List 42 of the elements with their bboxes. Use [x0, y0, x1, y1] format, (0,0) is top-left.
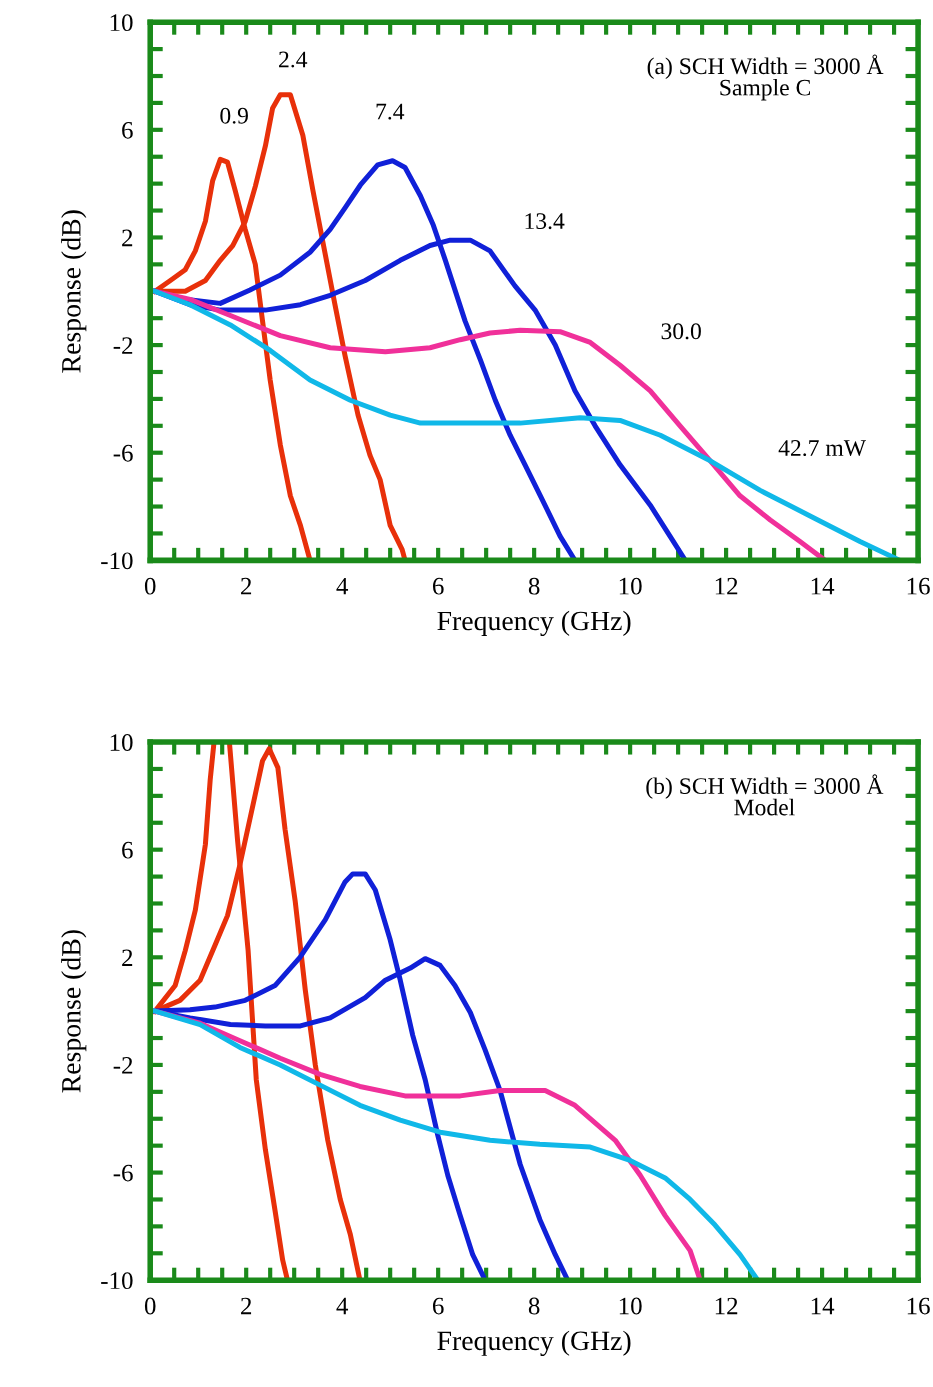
- x-axis-title: Frequency (GHz): [437, 1330, 631, 1356]
- x-tick-label: 14: [811, 577, 835, 595]
- y-tick-label: -10: [101, 552, 133, 570]
- x-tick-label: 12: [715, 577, 738, 595]
- y-tick-label: -6: [113, 444, 133, 462]
- x-tick-label: 6: [432, 1297, 444, 1315]
- x-tick-label: 16: [907, 1297, 930, 1315]
- annotation: 13.4: [525, 213, 565, 230]
- y-tick-label: 10: [110, 734, 133, 751]
- annotation: 30.0: [661, 323, 701, 340]
- x-tick-label: 2: [241, 1297, 252, 1315]
- annotation: 2.4: [279, 51, 308, 68]
- x-tick-label: 8: [528, 577, 540, 595]
- y-tick-label: -6: [113, 1164, 133, 1182]
- x-tick-label: 6: [432, 577, 444, 595]
- annotation: (b) SCH Width = 3000 Å Model: [646, 774, 884, 816]
- y-tick-label: 10: [110, 14, 133, 32]
- x-tick-label: 12: [715, 1297, 738, 1315]
- annotation: 7.4: [376, 103, 405, 120]
- x-axis-title: Frequency (GHz): [437, 610, 631, 637]
- y-tick-label: -10: [101, 1272, 133, 1290]
- y-axis-title: Response (dB): [61, 210, 87, 373]
- x-tick-label: 8: [528, 1297, 540, 1315]
- x-tick-label: 16: [907, 577, 930, 595]
- x-tick-label: 2: [241, 577, 252, 595]
- x-tick-label: 10: [619, 1297, 642, 1315]
- annotation: 0.9: [220, 107, 248, 124]
- x-tick-label: 4: [336, 1297, 349, 1315]
- y-tick-label: 6: [122, 841, 133, 859]
- x-tick-label: 10: [619, 577, 642, 595]
- y-axis-title: Response (dB): [61, 930, 87, 1093]
- y-tick-label: 2: [122, 949, 133, 966]
- x-tick-label: 0: [144, 577, 156, 595]
- x-tick-label: 4: [336, 577, 349, 595]
- x-tick-label: 0: [144, 1297, 156, 1315]
- x-tick-label: 14: [811, 1297, 835, 1315]
- y-tick-label: 6: [122, 121, 133, 139]
- y-tick-label: -2: [113, 1057, 133, 1074]
- annotation: (a) SCH Width = 3000 Å Sample C: [647, 54, 884, 101]
- y-tick-label: -2: [113, 337, 133, 354]
- y-tick-label: 2: [122, 229, 133, 247]
- annotation: 42.7 mW: [778, 440, 866, 457]
